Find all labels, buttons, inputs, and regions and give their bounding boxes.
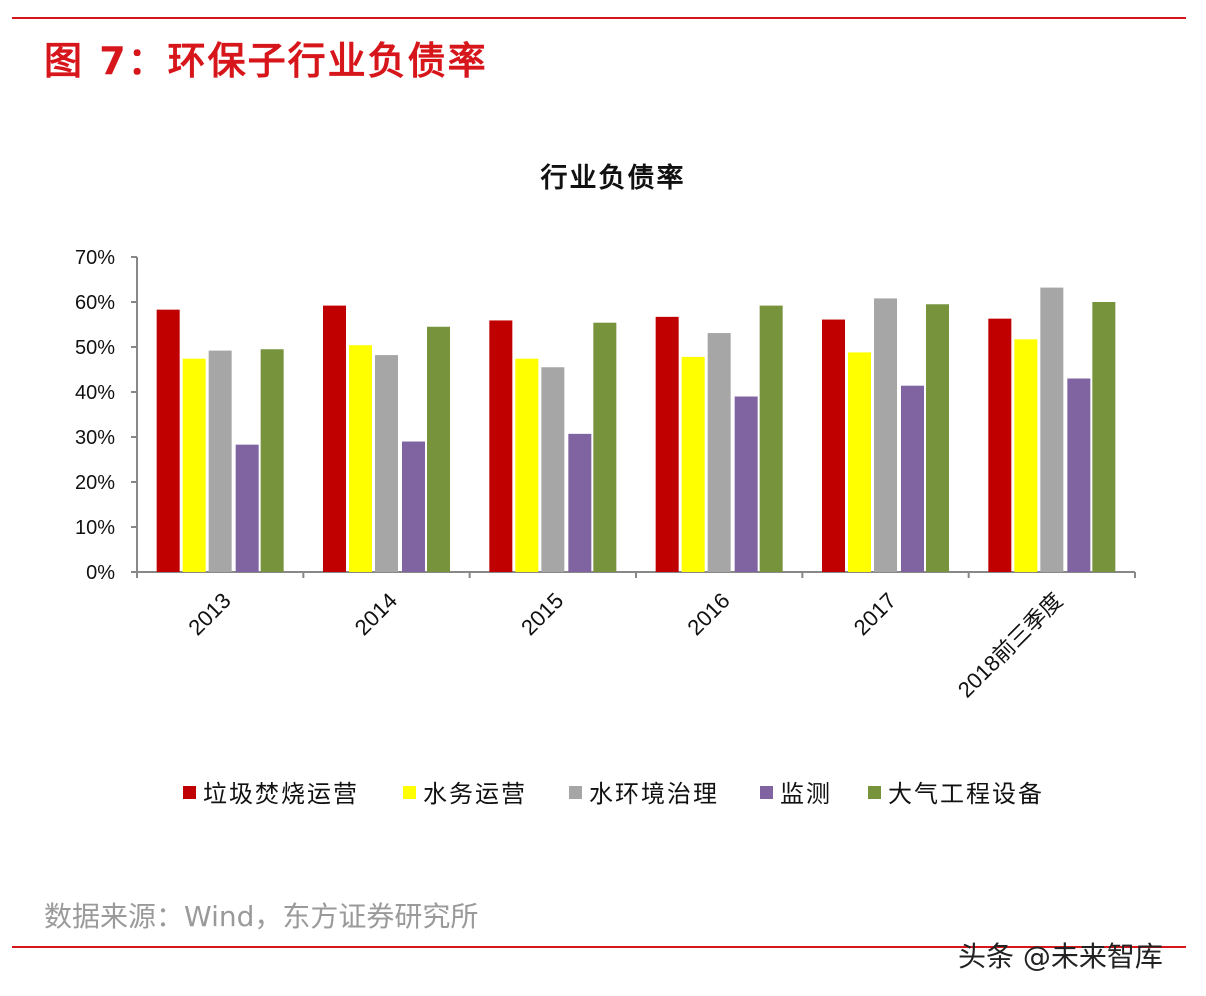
bar [988,318,1012,572]
bars [156,287,1116,572]
bar [655,316,679,572]
legend: 垃圾焚烧运营 水务运营 水环境治理 监测 大气工程设备 [183,780,1044,808]
legend-label: 大气工程设备 [888,780,1044,808]
bar [926,304,949,572]
bar [349,345,372,572]
watermark: 头条 @未来智库 [958,940,1163,973]
bar [568,433,592,572]
bar [707,333,731,572]
legend-label: 垃圾焚烧运营 [203,780,359,808]
bar [901,385,924,572]
y-tick-label: 10% [75,517,115,539]
y-axis: 0% 10% 20% 30% 40% 50% 60% 70% [75,247,138,584]
y-tick-label: 50% [75,337,115,359]
bar [427,326,450,572]
legend-label: 水务运营 [423,780,527,808]
x-category-label: 2017 [849,588,901,640]
bar [759,305,783,572]
y-tick-label: 70% [75,247,115,269]
legend-swatch [760,786,773,799]
bar [260,349,284,572]
bar [208,350,232,572]
legend-label: 水环境治理 [589,780,719,808]
bar [848,352,871,572]
legend-swatch [183,786,196,799]
bar [402,441,425,572]
bar [375,355,398,572]
bar [1014,339,1038,572]
legend-label: 监测 [780,780,832,808]
x-category-label: 2018前三季度 [953,588,1068,703]
bar [235,444,259,572]
bar [489,320,513,572]
source-note: 数据来源：Wind，东方证券研究所 [44,900,479,933]
y-tick-label: 20% [75,472,115,494]
legend-swatch [403,786,416,799]
bar [1040,287,1064,572]
bar [1092,302,1116,572]
y-tick-label: 40% [75,382,115,404]
bar [874,298,897,572]
bar [156,309,180,572]
bottom-rule [12,946,1186,948]
legend-swatch [868,786,881,799]
bar [323,305,346,572]
x-category-label: 2013 [183,588,235,640]
legend-swatch [569,786,582,799]
y-tick-label: 60% [75,292,115,314]
bar [1067,378,1091,572]
y-tick-label: 30% [75,427,115,449]
chart-title: 行业负债率 [540,162,686,194]
x-category-label: 2016 [682,588,734,640]
bar [541,367,565,572]
x-category-label: 2015 [516,588,568,640]
bar [182,358,206,572]
bar [593,322,617,572]
bar [734,396,758,572]
bar [515,358,539,572]
x-category-label: 2014 [350,588,402,640]
figure-title: 图 7：环保子行业负债率 [44,39,488,83]
bar [822,319,845,572]
x-axis: 2013 2014 2015 2016 2017 2018前三季度 [136,571,1136,703]
top-rule [12,17,1186,19]
y-tick-label: 0% [86,562,115,584]
bar [681,356,705,572]
